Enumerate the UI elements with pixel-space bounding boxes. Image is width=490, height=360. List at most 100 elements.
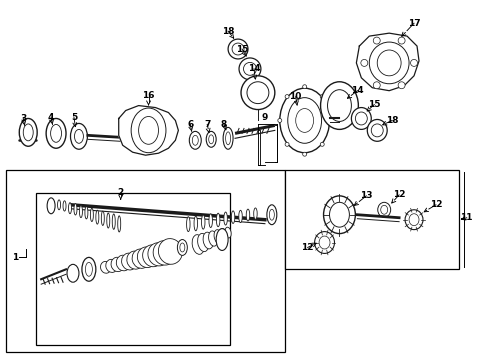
Ellipse shape (107, 213, 110, 228)
Ellipse shape (132, 249, 150, 268)
Ellipse shape (254, 208, 257, 219)
Text: 9: 9 (262, 113, 268, 122)
Ellipse shape (378, 202, 391, 217)
Text: 7: 7 (204, 120, 210, 129)
Ellipse shape (361, 59, 368, 66)
Ellipse shape (285, 142, 289, 146)
Ellipse shape (201, 215, 205, 229)
Ellipse shape (46, 118, 66, 148)
Ellipse shape (74, 129, 83, 143)
Ellipse shape (192, 235, 204, 254)
Text: 14: 14 (247, 64, 260, 73)
Ellipse shape (270, 209, 274, 220)
Ellipse shape (278, 118, 282, 122)
Text: 1: 1 (12, 253, 19, 262)
Ellipse shape (122, 253, 137, 270)
Ellipse shape (315, 231, 335, 253)
Ellipse shape (409, 214, 419, 226)
Ellipse shape (327, 90, 351, 121)
Ellipse shape (111, 257, 124, 271)
Ellipse shape (329, 202, 349, 227)
Text: 2: 2 (118, 188, 124, 197)
Ellipse shape (320, 95, 324, 99)
Ellipse shape (74, 204, 77, 215)
Ellipse shape (106, 259, 118, 273)
Ellipse shape (112, 214, 115, 229)
Ellipse shape (355, 112, 368, 125)
Ellipse shape (177, 239, 187, 255)
Ellipse shape (232, 43, 244, 55)
Ellipse shape (19, 118, 37, 146)
Ellipse shape (85, 262, 93, 276)
Ellipse shape (225, 132, 231, 145)
Ellipse shape (381, 205, 388, 214)
Text: 17: 17 (408, 19, 420, 28)
Ellipse shape (320, 82, 358, 129)
Ellipse shape (180, 243, 185, 252)
Ellipse shape (47, 198, 55, 214)
Ellipse shape (319, 236, 330, 249)
Ellipse shape (148, 243, 170, 266)
Ellipse shape (231, 211, 235, 224)
Ellipse shape (96, 210, 99, 224)
Ellipse shape (63, 201, 66, 211)
Text: 5: 5 (71, 113, 77, 122)
Ellipse shape (69, 203, 72, 214)
Ellipse shape (303, 85, 307, 89)
Ellipse shape (50, 125, 62, 142)
Ellipse shape (79, 206, 82, 217)
Ellipse shape (411, 59, 417, 66)
Ellipse shape (373, 37, 380, 44)
Ellipse shape (398, 82, 405, 89)
Ellipse shape (228, 39, 248, 59)
Ellipse shape (220, 229, 227, 241)
Text: 15: 15 (368, 100, 381, 109)
Ellipse shape (327, 118, 332, 122)
Ellipse shape (320, 142, 324, 146)
Ellipse shape (116, 255, 130, 271)
Ellipse shape (209, 135, 214, 144)
Ellipse shape (100, 261, 111, 273)
Ellipse shape (153, 241, 176, 265)
Ellipse shape (216, 229, 228, 251)
Ellipse shape (189, 131, 201, 149)
Bar (6, 170, 285, 352)
Ellipse shape (224, 212, 227, 225)
Ellipse shape (90, 208, 94, 221)
Text: 4: 4 (48, 113, 54, 122)
Text: 18: 18 (386, 116, 398, 125)
Ellipse shape (223, 127, 233, 149)
Text: 11: 11 (461, 213, 473, 222)
Ellipse shape (303, 152, 307, 156)
Ellipse shape (67, 264, 79, 282)
Ellipse shape (280, 88, 329, 153)
Text: 12: 12 (301, 243, 314, 252)
Ellipse shape (85, 206, 88, 219)
Ellipse shape (244, 62, 256, 75)
Text: 18: 18 (222, 27, 234, 36)
Ellipse shape (225, 227, 231, 238)
Ellipse shape (239, 210, 242, 222)
Text: 3: 3 (20, 114, 26, 123)
Ellipse shape (285, 95, 289, 99)
Ellipse shape (214, 230, 222, 243)
Ellipse shape (57, 200, 61, 210)
Ellipse shape (137, 247, 156, 267)
Bar (285, 170, 459, 269)
Ellipse shape (139, 117, 158, 144)
Ellipse shape (71, 123, 87, 149)
Polygon shape (119, 105, 178, 155)
Text: 14: 14 (351, 86, 364, 95)
Text: 6: 6 (187, 120, 194, 129)
Ellipse shape (131, 108, 166, 153)
Text: 16: 16 (142, 91, 155, 100)
Ellipse shape (247, 82, 269, 104)
Ellipse shape (158, 239, 182, 264)
Ellipse shape (241, 76, 275, 109)
Text: 13: 13 (360, 192, 372, 201)
Ellipse shape (192, 135, 198, 145)
Ellipse shape (323, 196, 355, 234)
Ellipse shape (82, 257, 96, 281)
Ellipse shape (398, 37, 405, 44)
Ellipse shape (217, 213, 220, 227)
